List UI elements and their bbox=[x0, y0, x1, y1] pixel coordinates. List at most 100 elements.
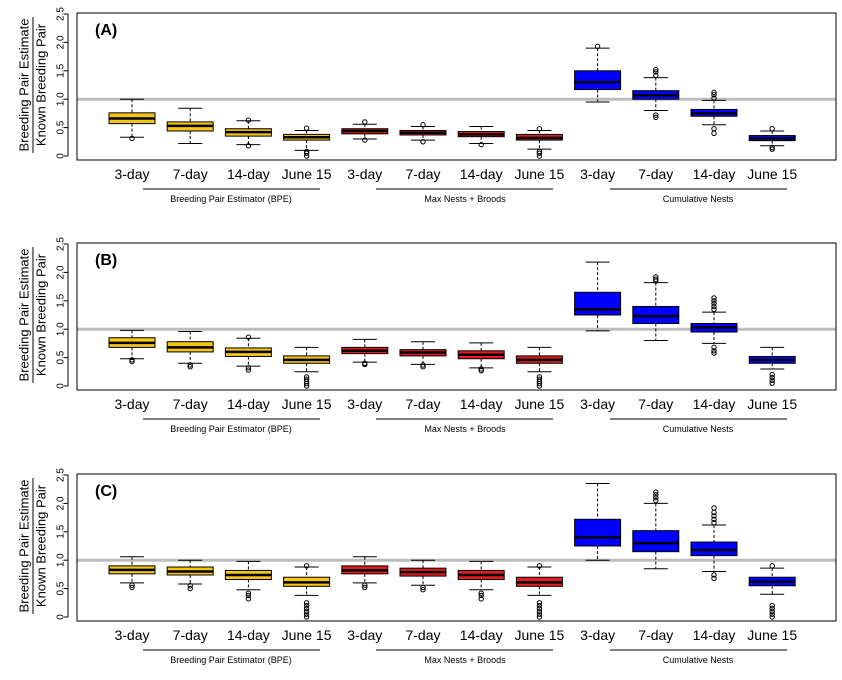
outlier-point bbox=[769, 380, 775, 386]
x-tick-label: June 15 bbox=[747, 166, 797, 182]
box-2 bbox=[166, 107, 214, 145]
group-label: Max Nests + Broods bbox=[424, 194, 506, 204]
outlier-point bbox=[711, 350, 717, 356]
x-tick-label: 14-day bbox=[460, 627, 503, 643]
box-iqr bbox=[574, 518, 622, 547]
x-tick-label: June 15 bbox=[282, 166, 332, 182]
x-tick-label: 14-day bbox=[693, 166, 736, 182]
x-tick-label: June 15 bbox=[514, 627, 564, 643]
box-12 bbox=[748, 346, 796, 386]
outlier-point bbox=[303, 614, 310, 620]
outlier-point bbox=[536, 600, 543, 606]
x-tick-label: 14-day bbox=[460, 396, 503, 412]
outlier-point bbox=[478, 592, 484, 599]
group-label: Max Nests + Broods bbox=[424, 655, 506, 665]
box-6 bbox=[399, 341, 447, 370]
outlier-point bbox=[769, 608, 775, 615]
outlier-point bbox=[711, 344, 717, 351]
outlier-point bbox=[769, 126, 775, 132]
box-3 bbox=[224, 117, 272, 149]
outlier-point bbox=[536, 150, 543, 156]
box-5 bbox=[341, 556, 389, 591]
box-12 bbox=[748, 126, 796, 152]
outlier-point bbox=[478, 141, 484, 148]
x-tick-label: 7-day bbox=[173, 627, 208, 643]
outlier-point bbox=[303, 605, 310, 612]
outlier-point bbox=[536, 608, 543, 615]
outlier-point bbox=[129, 135, 135, 142]
panel-b: 0 0.5 1.0 1.5 2.0 2.5 Breeding Pair Estimate Kn… bbox=[16, 237, 837, 434]
box-1 bbox=[108, 556, 156, 591]
group-label: Breeding Pair Estimator (BPE) bbox=[170, 424, 292, 434]
outlier-point bbox=[536, 605, 543, 612]
group-label: Breeding Pair Estimator (BPE) bbox=[170, 194, 292, 204]
box-8 bbox=[515, 563, 563, 620]
box-2 bbox=[166, 559, 214, 592]
x-tick-label: 7-day bbox=[405, 166, 440, 182]
outlier-point bbox=[711, 575, 717, 582]
x-tick-label: 14-day bbox=[227, 396, 270, 412]
y-tick-label: 0.5 bbox=[56, 120, 67, 134]
box-12 bbox=[748, 563, 796, 620]
y-tick-label: 1.0 bbox=[56, 92, 67, 106]
outlier-point bbox=[711, 348, 717, 354]
outlier-point bbox=[536, 148, 543, 155]
outlier-point bbox=[536, 614, 543, 620]
y-axis-label-top: Breeding Pair Estimate bbox=[16, 480, 31, 613]
x-tick-label: June 15 bbox=[747, 627, 797, 643]
x-tick-label: June 15 bbox=[282, 396, 332, 412]
outlier-point bbox=[362, 582, 368, 588]
y-axis-label-bottom: Known Breeding Pair bbox=[33, 484, 48, 607]
y-tick-label: 2.5 bbox=[56, 237, 67, 251]
box-11 bbox=[690, 295, 738, 356]
group-label: Cumulative Nests bbox=[663, 424, 734, 434]
outlier-point bbox=[711, 126, 717, 132]
y-tick-label: 0.5 bbox=[56, 350, 67, 364]
y-axis-label-bottom: Known Breeding Pair bbox=[33, 23, 48, 146]
outlier-point bbox=[653, 112, 659, 118]
x-tick-label: June 15 bbox=[514, 166, 564, 182]
outlier-point bbox=[536, 376, 543, 382]
plot-frame bbox=[76, 12, 837, 161]
x-tick-label: 7-day bbox=[405, 627, 440, 643]
y-tick-label: 0 bbox=[56, 383, 67, 389]
box-3 bbox=[224, 334, 272, 373]
x-tick-label: June 15 bbox=[514, 396, 564, 412]
box-4 bbox=[283, 346, 331, 389]
x-tick-label: 3-day bbox=[114, 166, 149, 182]
outlier-point bbox=[303, 376, 310, 382]
outlier-point bbox=[303, 602, 310, 609]
y-tick-label: 1.5 bbox=[56, 63, 67, 77]
box-6 bbox=[399, 122, 447, 145]
outlier-point bbox=[362, 584, 368, 591]
box-iqr bbox=[632, 530, 680, 553]
outlier-point bbox=[478, 596, 484, 602]
x-tick-label: 7-day bbox=[638, 627, 673, 643]
outlier-point bbox=[711, 300, 717, 307]
outlier-point bbox=[769, 146, 775, 152]
outlier-point bbox=[245, 143, 252, 149]
y-tick-label: 2.0 bbox=[56, 265, 67, 279]
outlier-point bbox=[711, 516, 717, 523]
outlier-point bbox=[245, 365, 252, 371]
x-tick-label: June 15 bbox=[282, 627, 332, 643]
outlier-point bbox=[536, 602, 543, 609]
outlier-point bbox=[653, 497, 659, 504]
outlier-point bbox=[536, 611, 543, 617]
outlier-point bbox=[711, 520, 717, 526]
group-label: Cumulative Nests bbox=[663, 655, 734, 665]
x-tick-label: 14-day bbox=[227, 166, 270, 182]
box-2 bbox=[166, 330, 214, 370]
outlier-point bbox=[303, 374, 310, 380]
y-axis-label-top: Breeding Pair Estimate bbox=[16, 249, 31, 382]
x-tick-label: 3-day bbox=[114, 627, 149, 643]
outlier-point bbox=[653, 492, 659, 498]
x-tick-label: June 15 bbox=[747, 396, 797, 412]
outlier-point bbox=[711, 91, 717, 98]
x-tick-label: 3-day bbox=[347, 627, 382, 643]
y-tick-label: 2.5 bbox=[56, 468, 67, 482]
outlier-point bbox=[478, 367, 484, 374]
box-10 bbox=[632, 274, 680, 342]
outlier-point bbox=[303, 600, 310, 606]
